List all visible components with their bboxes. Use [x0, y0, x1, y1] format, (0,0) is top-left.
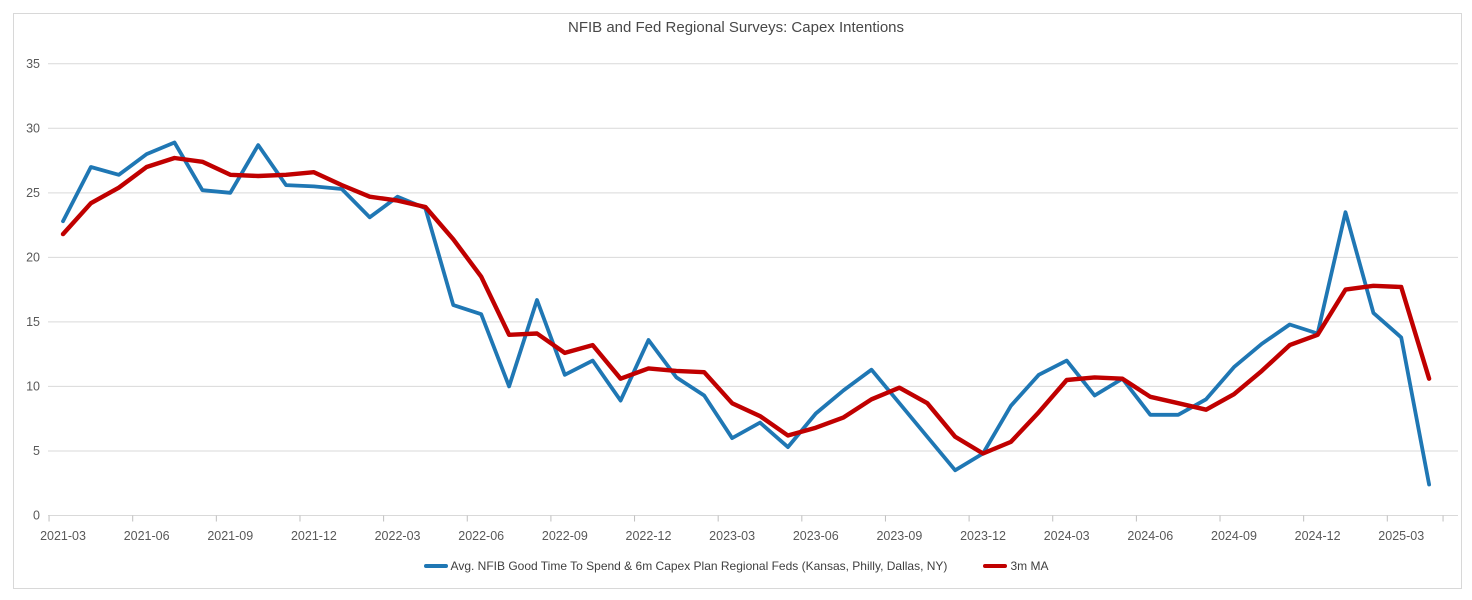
svg-text:0: 0 — [33, 509, 40, 523]
legend-label-nfib: Avg. NFIB Good Time To Spend & 6m Capex … — [450, 559, 948, 573]
legend: Avg. NFIB Good Time To Spend & 6m Capex … — [0, 559, 1472, 573]
x-axis-labels: 2021-03 2021-06 2021-09 2021-12 2022-03 2022-… — [40, 529, 1424, 543]
svg-text:2022-06: 2022-06 — [458, 529, 504, 543]
svg-text:2021-12: 2021-12 — [291, 529, 337, 543]
svg-text:2022-03: 2022-03 — [375, 529, 421, 543]
svg-text:15: 15 — [26, 315, 40, 329]
svg-text:2023-09: 2023-09 — [876, 529, 922, 543]
svg-text:2025-03: 2025-03 — [1378, 529, 1424, 543]
svg-text:2023-06: 2023-06 — [793, 529, 839, 543]
svg-text:2024-12: 2024-12 — [1295, 529, 1341, 543]
svg-text:2024-06: 2024-06 — [1127, 529, 1173, 543]
nfib-series-swatch-icon — [423, 564, 448, 568]
gridlines — [48, 63, 1458, 516]
svg-text:2021-09: 2021-09 — [207, 529, 253, 543]
svg-text:2021-06: 2021-06 — [124, 529, 170, 543]
svg-text:20: 20 — [26, 250, 40, 264]
svg-text:2022-12: 2022-12 — [626, 529, 672, 543]
chart-title: NFIB and Fed Regional Surveys: Capex Int… — [567, 19, 904, 36]
svg-text:2024-03: 2024-03 — [1044, 529, 1090, 543]
svg-text:2022-09: 2022-09 — [542, 529, 588, 543]
svg-text:2021-03: 2021-03 — [40, 529, 86, 543]
svg-text:25: 25 — [26, 186, 40, 200]
legend-item-nfib: Avg. NFIB Good Time To Spend & 6m Capex … — [423, 559, 948, 573]
svg-text:2023-03: 2023-03 — [709, 529, 755, 543]
nfib-series-line — [61, 140, 1431, 487]
svg-text:35: 35 — [26, 57, 40, 71]
ma-series-line — [60, 155, 1432, 456]
svg-text:30: 30 — [26, 121, 40, 135]
ma-series-swatch-icon — [983, 564, 1008, 568]
legend-item-3m-ma: 3m MA — [983, 559, 1048, 573]
legend-label-3m-ma: 3m MA — [1010, 559, 1049, 573]
svg-text:10: 10 — [26, 379, 40, 393]
svg-text:2023-12: 2023-12 — [960, 529, 1006, 543]
y-axis-labels: 0 5 10 15 20 25 30 35 — [26, 57, 40, 523]
chart-frame — [13, 13, 1462, 589]
x-axis-ticks — [48, 515, 1444, 522]
svg-text:2024-09: 2024-09 — [1211, 529, 1257, 543]
svg-text:5: 5 — [33, 444, 40, 458]
